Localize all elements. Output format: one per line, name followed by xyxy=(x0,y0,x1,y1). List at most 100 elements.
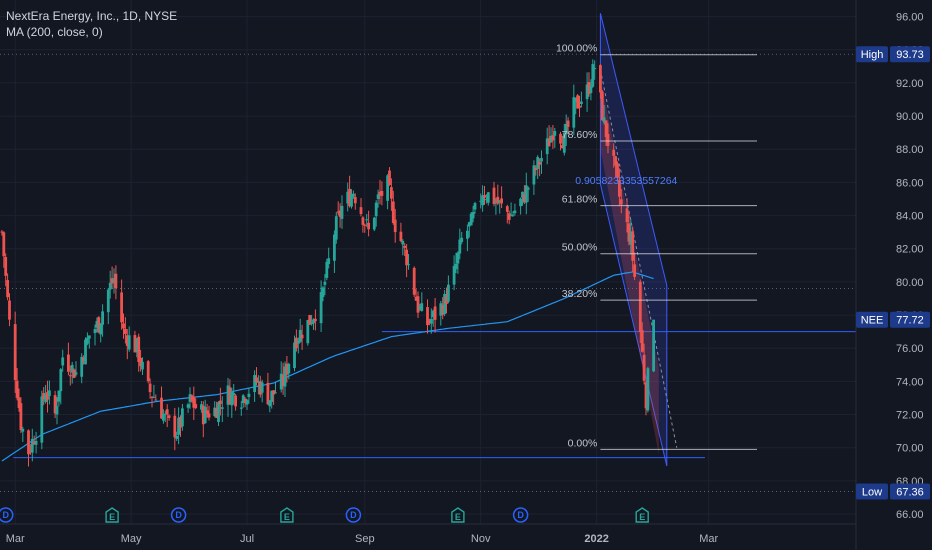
candle-body xyxy=(496,196,500,204)
earnings-marker[interactable] xyxy=(105,507,119,523)
candle-body xyxy=(0,231,4,233)
candle-body xyxy=(585,84,589,100)
candle-body xyxy=(416,296,420,313)
ma-200-line xyxy=(1,271,654,462)
candle-body xyxy=(519,198,522,207)
candle-body xyxy=(458,239,462,254)
price-tick-label: 76.00 xyxy=(896,343,924,355)
dividend-marker[interactable] xyxy=(170,507,187,523)
candle-body xyxy=(456,252,460,264)
candle-body xyxy=(479,200,483,202)
candle-body xyxy=(80,356,84,377)
candle-body xyxy=(629,231,633,245)
candles xyxy=(0,59,655,467)
candle-body xyxy=(296,340,300,344)
dividend-marker[interactable] xyxy=(0,507,14,523)
candle-body xyxy=(287,364,291,374)
candle-body xyxy=(97,317,101,333)
candle-body xyxy=(293,342,296,369)
candle-body xyxy=(414,296,418,301)
earnings-marker[interactable] xyxy=(280,507,294,523)
candle-body xyxy=(346,191,350,204)
candle-body xyxy=(644,382,648,409)
dividend-marker-label: D xyxy=(175,510,182,520)
candle-body xyxy=(553,131,557,136)
candle-body xyxy=(125,335,129,347)
earnings-marker[interactable] xyxy=(635,507,649,523)
candle-body xyxy=(154,399,158,401)
candle-body xyxy=(194,404,198,409)
candle-body xyxy=(17,397,21,409)
price-axis[interactable]: 96.0094.0092.0090.0088.0086.0084.0082.00… xyxy=(855,0,932,550)
candle-body xyxy=(604,120,608,138)
candle-body xyxy=(21,428,25,432)
candle-body xyxy=(59,369,63,392)
candle-body xyxy=(295,337,298,349)
price-tick-label: 96.00 xyxy=(896,12,924,24)
fib-level-label: 50.00% xyxy=(562,242,598,254)
price-tick-label: 88.00 xyxy=(896,144,924,156)
horizontal-lines[interactable] xyxy=(13,331,856,459)
candle-body xyxy=(612,149,616,156)
symbol-title[interactable]: NextEra Energy, Inc., 1D, NYSE xyxy=(6,9,178,23)
candle-body xyxy=(19,403,23,430)
candle-body xyxy=(549,136,553,143)
time-axis[interactable]: Mar May Jul Sep Nov 2022 Mar xyxy=(0,523,856,545)
candle-body xyxy=(319,292,323,324)
time-tick-label: Nov xyxy=(471,533,491,545)
fibonacci-retracement[interactable]: 100.00% 78.60% 61.80% 50.00% 38.20% 0.00% 0.90… xyxy=(556,43,757,450)
candle-body xyxy=(179,416,182,428)
candle-body xyxy=(124,328,127,334)
candle-body xyxy=(257,381,260,383)
candle-body xyxy=(279,373,283,390)
candle-body xyxy=(447,284,450,302)
time-tick-label: May xyxy=(121,533,142,545)
event-markers[interactable]: D DE E D E D E xyxy=(0,507,649,523)
candle-body xyxy=(312,319,315,324)
tag-value-box xyxy=(890,46,930,63)
candle-body xyxy=(466,230,469,239)
candle-body xyxy=(133,335,137,353)
candle-body xyxy=(46,392,49,400)
candle-body xyxy=(359,207,363,215)
candle-body xyxy=(314,318,317,322)
price-tick-label: 90.00 xyxy=(896,111,924,123)
dividend-marker[interactable] xyxy=(345,507,362,523)
candle-body xyxy=(241,395,245,404)
candle-body xyxy=(401,240,405,245)
candle-body xyxy=(220,407,224,409)
candle-body xyxy=(348,188,351,207)
candle-body xyxy=(614,156,617,166)
time-tick-label: Sep xyxy=(355,533,375,545)
candle-body xyxy=(101,311,104,325)
tag-label: Low xyxy=(862,486,882,498)
candle-body xyxy=(272,390,275,395)
price-tick-label: 92.00 xyxy=(896,78,924,90)
price-tick-label: 82.00 xyxy=(896,244,924,256)
candle-body xyxy=(139,357,142,367)
candle-body xyxy=(523,194,526,203)
price-tick-label: 66.00 xyxy=(896,509,924,521)
candle-body xyxy=(618,180,621,197)
candle-body xyxy=(452,265,456,285)
candle-body xyxy=(505,206,509,212)
candle-body xyxy=(213,407,217,417)
dividend-marker[interactable] xyxy=(512,507,529,523)
candle-body xyxy=(55,406,59,415)
ma-indicator-label[interactable]: MA (200, close, 0) xyxy=(6,25,103,39)
candle-body xyxy=(255,377,258,383)
earnings-marker[interactable] xyxy=(451,507,465,523)
tag-value: 67.36 xyxy=(896,486,924,498)
dividend-marker-label: D xyxy=(2,510,9,520)
candle-body xyxy=(232,393,236,396)
dividend-marker-label: D xyxy=(350,510,357,520)
tag-label-box xyxy=(856,311,888,328)
candle-body xyxy=(112,278,116,282)
candle-body xyxy=(110,278,114,284)
candle-body xyxy=(576,95,579,109)
candle-body xyxy=(439,303,443,316)
candle-body xyxy=(350,194,353,207)
channel-midline xyxy=(599,69,678,448)
candle-body xyxy=(68,375,72,377)
